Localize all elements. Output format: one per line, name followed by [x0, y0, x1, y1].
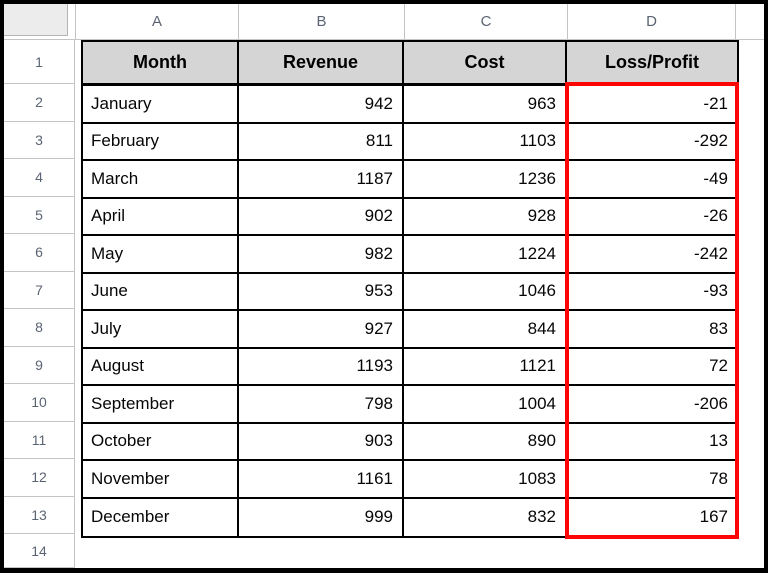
column-header-C[interactable]: C — [404, 4, 567, 40]
row-header-4[interactable]: 4 — [4, 159, 74, 197]
cell-D6[interactable]: -242 — [693, 243, 728, 263]
cell-C9[interactable]: 1121 — [404, 348, 567, 384]
cell-C10[interactable]: 1004 — [404, 386, 567, 422]
cell-D1[interactable]: Loss/Profit — [604, 52, 699, 72]
row-header-2[interactable]: 2 — [4, 84, 74, 122]
column-header-A[interactable]: A — [75, 4, 238, 40]
cell-B11[interactable]: 903 — [239, 423, 404, 459]
row-header-7[interactable]: 7 — [4, 272, 74, 309]
cell-B7[interactable]: 953 — [239, 273, 404, 309]
table-row: December 999 832 167 — [83, 498, 737, 536]
spreadsheet-grid: A B C D 1 2 3 4 5 6 7 8 9 10 11 12 13 — [4, 4, 764, 568]
cell-D10[interactable]: -206 — [693, 393, 728, 413]
table-row: May 982 1224 -242 — [83, 236, 737, 274]
row-header-13[interactable]: 13 — [4, 497, 74, 534]
table-header-row: Month Revenue Cost Loss/Profit — [83, 42, 737, 86]
cell-B9[interactable]: 1193 — [239, 348, 404, 384]
cell-A9[interactable]: August — [83, 348, 239, 384]
table-row: August 1193 1121 72 — [83, 348, 737, 386]
select-all-corner[interactable] — [4, 4, 68, 36]
cell-C4[interactable]: 1236 — [404, 161, 567, 197]
cell-B3[interactable]: 811 — [239, 123, 404, 159]
data-table: Month Revenue Cost Loss/Profit January 9… — [81, 40, 739, 538]
cell-D4[interactable]: -49 — [703, 168, 728, 188]
column-header-D[interactable]: D — [567, 4, 735, 40]
cell-B5[interactable]: 902 — [239, 198, 404, 234]
table-row: February 811 1103 -292 — [83, 123, 737, 161]
row-header-3[interactable]: 3 — [4, 122, 74, 159]
cell-C1[interactable]: Cost — [404, 42, 567, 83]
column-letters-row: A B C D — [4, 4, 764, 40]
cell-D13[interactable]: 167 — [699, 507, 728, 527]
cell-D8[interactable]: 83 — [709, 318, 728, 338]
cell-A4[interactable]: March — [83, 161, 239, 197]
cell-D2[interactable]: -21 — [703, 93, 728, 113]
header-gutter — [75, 40, 81, 568]
row-header-10[interactable]: 10 — [4, 384, 74, 422]
row-header-6[interactable]: 6 — [4, 234, 74, 272]
cell-D3[interactable]: -292 — [693, 131, 728, 151]
table-row: July 927 844 83 — [83, 311, 737, 349]
cell-A13[interactable]: December — [83, 498, 239, 536]
table-row: October 903 890 13 — [83, 423, 737, 461]
row-header-1[interactable]: 1 — [4, 40, 74, 84]
cell-B12[interactable]: 1161 — [239, 461, 404, 497]
cell-D12[interactable]: 78 — [709, 468, 728, 488]
row-header-11[interactable]: 11 — [4, 422, 74, 459]
cell-C13[interactable]: 832 — [404, 498, 567, 536]
cell-B10[interactable]: 798 — [239, 386, 404, 422]
cell-C11[interactable]: 890 — [404, 423, 567, 459]
row-header-8[interactable]: 8 — [4, 309, 74, 347]
cell-B4[interactable]: 1187 — [239, 161, 404, 197]
row-header-12[interactable]: 12 — [4, 459, 74, 497]
cell-B8[interactable]: 927 — [239, 311, 404, 347]
column-header-B[interactable]: B — [238, 4, 404, 40]
cell-C7[interactable]: 1046 — [404, 273, 567, 309]
cell-B1[interactable]: Revenue — [239, 42, 404, 83]
cell-A8[interactable]: July — [83, 311, 239, 347]
table-row: September 798 1004 -206 — [83, 386, 737, 424]
cell-A10[interactable]: September — [83, 386, 239, 422]
cell-D7[interactable]: -93 — [703, 281, 728, 301]
cells-area: Month Revenue Cost Loss/Profit January 9… — [81, 40, 764, 568]
column-header-partial-E[interactable] — [735, 4, 764, 40]
table-row: April 902 928 -26 — [83, 198, 737, 236]
cell-B13[interactable]: 999 — [239, 498, 404, 536]
table-row: June 953 1046 -93 — [83, 273, 737, 311]
cell-B6[interactable]: 982 — [239, 236, 404, 272]
cell-A6[interactable]: May — [83, 236, 239, 272]
cell-A5[interactable]: April — [83, 198, 239, 234]
row-header-14[interactable]: 14 — [4, 534, 74, 568]
cell-D9[interactable]: 72 — [709, 356, 728, 376]
row-headers-column: 1 2 3 4 5 6 7 8 9 10 11 12 13 14 — [4, 40, 75, 568]
cell-C8[interactable]: 844 — [404, 311, 567, 347]
cell-C12[interactable]: 1083 — [404, 461, 567, 497]
corner-zone — [4, 4, 75, 40]
table-row: November 1161 1083 78 — [83, 461, 737, 499]
cell-A12[interactable]: November — [83, 461, 239, 497]
table-row: January 942 963 -21 — [83, 86, 737, 124]
cell-C5[interactable]: 928 — [404, 198, 567, 234]
cell-C6[interactable]: 1224 — [404, 236, 567, 272]
cell-A2[interactable]: January — [83, 86, 239, 122]
row-header-5[interactable]: 5 — [4, 197, 74, 234]
cell-A7[interactable]: June — [83, 273, 239, 309]
cell-A1[interactable]: Month — [83, 42, 239, 83]
cell-D11[interactable]: 13 — [709, 431, 728, 451]
cell-C2[interactable]: 963 — [404, 86, 567, 122]
cell-C3[interactable]: 1103 — [404, 123, 567, 159]
cell-D5[interactable]: -26 — [703, 206, 728, 226]
cell-A11[interactable]: October — [83, 423, 239, 459]
row-header-9[interactable]: 9 — [4, 347, 74, 384]
table-row: March 1187 1236 -49 — [83, 161, 737, 199]
cell-A3[interactable]: February — [83, 123, 239, 159]
cell-B2[interactable]: 942 — [239, 86, 404, 122]
